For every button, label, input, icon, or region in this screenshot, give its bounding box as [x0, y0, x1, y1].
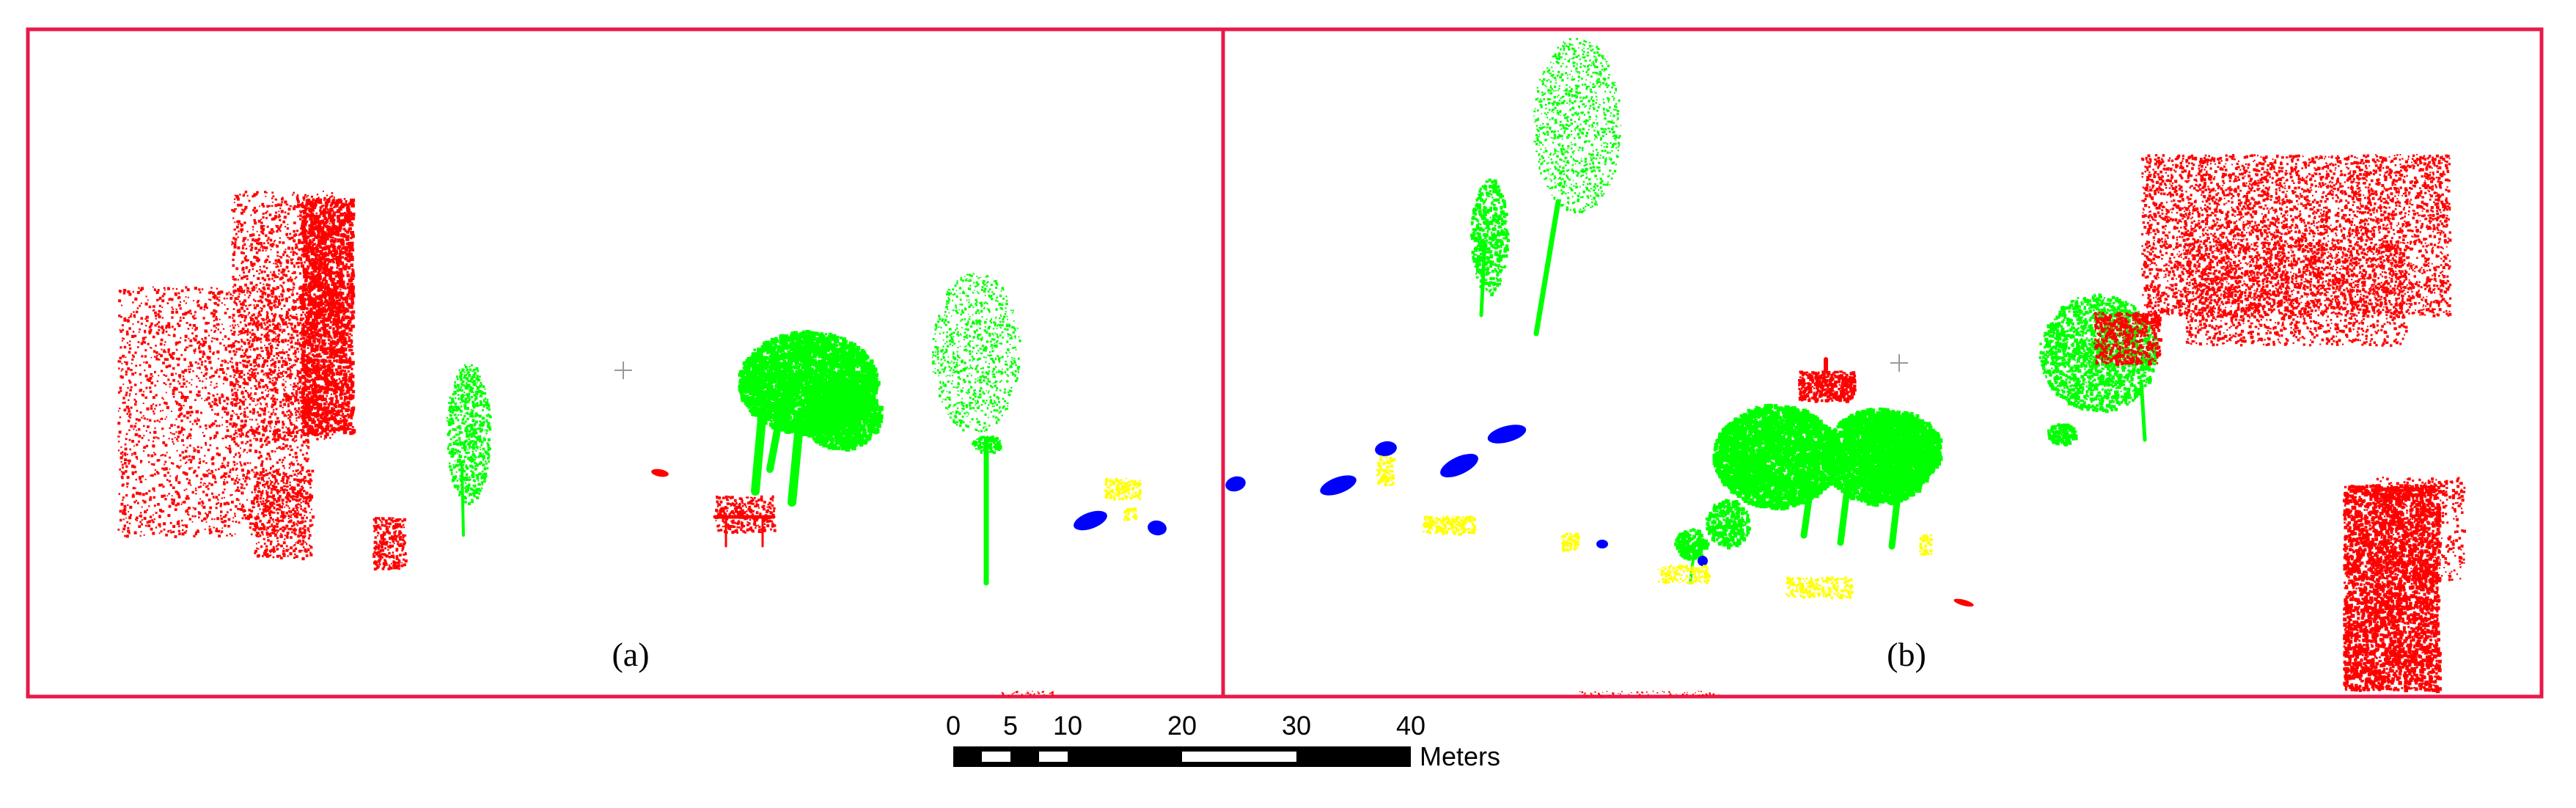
tree-trunk [1800, 480, 1815, 539]
car-points [1375, 441, 1397, 457]
building-points [651, 469, 669, 477]
scale-tick-10: 10 [1053, 710, 1082, 741]
car-points [1074, 510, 1107, 531]
scale-bar-segment-light [1039, 752, 1068, 762]
car-points [1596, 540, 1608, 548]
tree-trunk [2139, 379, 2147, 442]
tree-trunk [1888, 480, 1903, 550]
pedestrian-points [1657, 565, 1711, 584]
building-points [301, 198, 356, 436]
tree-points [446, 364, 492, 505]
pedestrian-points [1123, 507, 1138, 521]
scale-tick-30: 30 [1282, 710, 1311, 741]
panel-b: (b) [1221, 27, 2544, 699]
car-points [1320, 475, 1357, 496]
tree-points [1674, 528, 1710, 561]
car-points [1698, 556, 1708, 566]
car-points [1148, 520, 1167, 536]
pedestrian-points [1560, 532, 1580, 552]
car-points [1440, 453, 1478, 478]
panel-a-label: (a) [612, 636, 649, 673]
building-points [2185, 242, 2408, 347]
car-points [1487, 425, 1527, 444]
panel-a: (a) [26, 27, 1225, 699]
building-points [2343, 484, 2443, 694]
tree-trunk [766, 407, 785, 473]
pedestrian-points [1104, 477, 1142, 501]
tree-trunk [460, 468, 465, 537]
tree-points [1533, 37, 1622, 213]
building-points [1579, 691, 1720, 697]
tree-trunk [1533, 199, 1561, 337]
building-points [117, 286, 310, 538]
tree-points [1712, 403, 1841, 511]
tree-points [2047, 423, 2078, 447]
tree-points [1705, 499, 1752, 550]
scale-bar: 0 5 10 20 30 40 Meters [946, 710, 1500, 771]
building-points [1001, 691, 1054, 697]
scale-tick-5: 5 [1003, 710, 1018, 741]
tree-trunk [751, 406, 767, 496]
pedestrian-points [1786, 576, 1854, 600]
tree-points [799, 381, 884, 452]
pedestrian-points [1423, 515, 1477, 536]
tree-points [2039, 293, 2159, 414]
panel-a-frame [26, 27, 1225, 699]
building-points [231, 191, 337, 443]
scale-tick-20: 20 [1167, 710, 1197, 741]
center-marker [1890, 354, 1908, 372]
tree-points [1470, 178, 1511, 297]
building-points [253, 469, 315, 561]
pedestrian-points [1376, 455, 1396, 487]
building-points [373, 517, 408, 571]
scale-tick-0: 0 [946, 710, 961, 741]
building-points [2141, 154, 2452, 318]
building-points [1953, 598, 1974, 607]
scale-bar-segment-light [1182, 752, 1296, 762]
tree-points [972, 435, 1002, 455]
building-points [2376, 477, 2466, 581]
building-points [715, 495, 777, 534]
car-points [1225, 476, 1246, 492]
scale-tick-40: 40 [1396, 710, 1425, 741]
point-cloud-a [117, 191, 1167, 697]
building-points [2094, 312, 2162, 367]
center-marker [614, 361, 632, 379]
tree-trunk [1479, 240, 1487, 317]
building-points [1798, 370, 1857, 403]
tree-points [1859, 411, 1943, 488]
scale-unit-label: Meters [1420, 741, 1500, 771]
tree-trunk [788, 421, 804, 507]
panel-b-label: (b) [1887, 636, 1926, 673]
scale-bar-segment-light [982, 752, 1010, 762]
pedestrian-points [1919, 534, 1933, 556]
tree-trunk [1837, 480, 1852, 546]
point-cloud-b [1225, 37, 2466, 697]
tree-points [931, 273, 1021, 433]
panel-b-frame [1221, 27, 2544, 699]
